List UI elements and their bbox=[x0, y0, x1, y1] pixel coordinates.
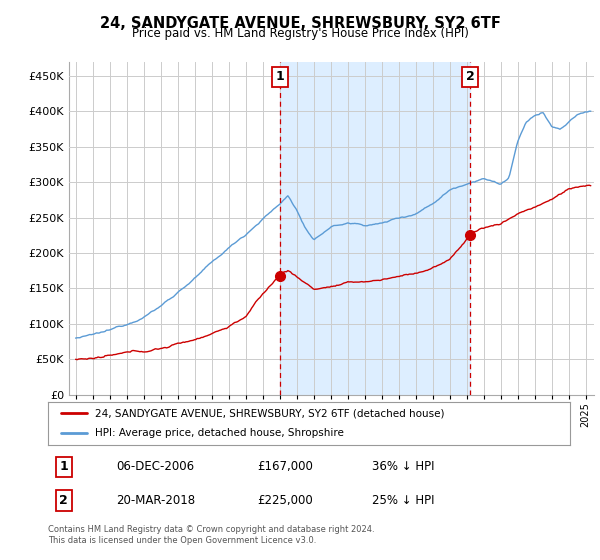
Text: Contains HM Land Registry data © Crown copyright and database right 2024.
This d: Contains HM Land Registry data © Crown c… bbox=[48, 525, 374, 545]
Text: Price paid vs. HM Land Registry's House Price Index (HPI): Price paid vs. HM Land Registry's House … bbox=[131, 27, 469, 40]
Text: 1: 1 bbox=[275, 70, 284, 83]
Text: 06-DEC-2006: 06-DEC-2006 bbox=[116, 460, 194, 473]
Text: £167,000: £167,000 bbox=[257, 460, 313, 473]
Text: HPI: Average price, detached house, Shropshire: HPI: Average price, detached house, Shro… bbox=[95, 428, 344, 438]
Bar bbox=[280, 62, 470, 395]
Text: 36% ↓ HPI: 36% ↓ HPI bbox=[371, 460, 434, 473]
Text: 24, SANDYGATE AVENUE, SHREWSBURY, SY2 6TF (detached house): 24, SANDYGATE AVENUE, SHREWSBURY, SY2 6T… bbox=[95, 408, 445, 418]
Text: 2: 2 bbox=[59, 494, 68, 507]
Text: 24, SANDYGATE AVENUE, SHREWSBURY, SY2 6TF: 24, SANDYGATE AVENUE, SHREWSBURY, SY2 6T… bbox=[100, 16, 500, 31]
Text: 25% ↓ HPI: 25% ↓ HPI bbox=[371, 494, 434, 507]
Text: 20-MAR-2018: 20-MAR-2018 bbox=[116, 494, 195, 507]
Text: 2: 2 bbox=[466, 70, 475, 83]
Text: £225,000: £225,000 bbox=[257, 494, 313, 507]
Text: 1: 1 bbox=[59, 460, 68, 473]
